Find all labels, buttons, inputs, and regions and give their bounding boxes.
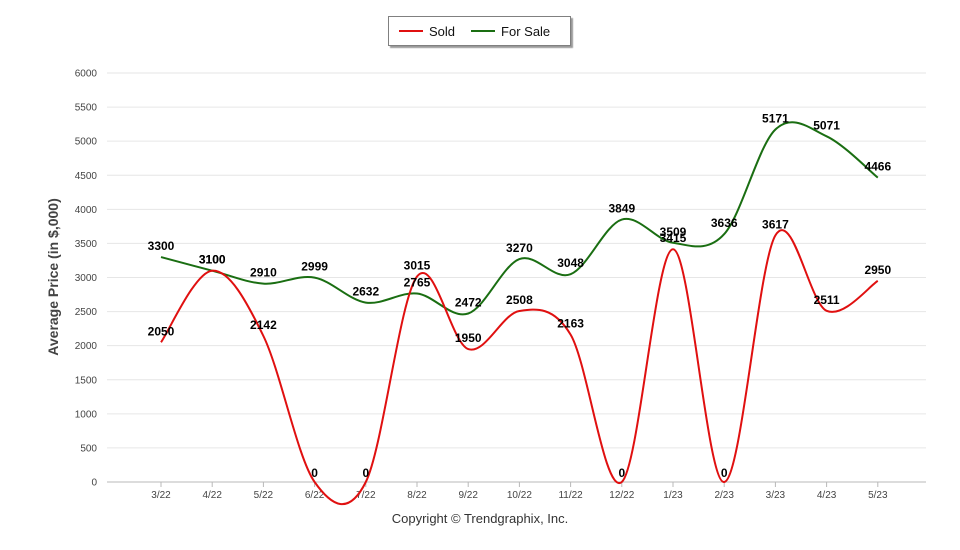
x-tick-label: 7/22 (356, 490, 376, 501)
data-label-sold: 3415 (660, 231, 687, 245)
data-label-sold: 2163 (557, 317, 584, 331)
y-axis-ticks: 0 500 1000 1500 2000 2500 3000 3500 4000 4500 5000… (75, 69, 98, 489)
x-tick-label: 1/23 (663, 490, 683, 501)
y-tick-label: 1000 (75, 409, 98, 420)
y-tick-label: 3500 (75, 239, 98, 250)
series-line-sold (160, 229, 879, 505)
data-label-sold: 1950 (455, 331, 482, 345)
series-line-for-sale (160, 121, 879, 316)
data-label-for-sale: 3849 (608, 202, 635, 216)
y-tick-label: 4000 (75, 205, 98, 216)
data-label-sold: 0 (721, 466, 728, 480)
legend-item-for-sale[interactable]: For Sale (471, 24, 550, 39)
x-tick-label: 2/23 (714, 490, 734, 501)
data-label-sold: 0 (618, 466, 625, 480)
data-labels: 2050 3100 2142 0 0 3015 1950 2508 2163 0 3415 0 3617… (148, 112, 892, 480)
data-label-sold: 2142 (250, 318, 277, 332)
data-label-for-sale: 3048 (557, 256, 584, 270)
y-tick-label: 0 (91, 478, 97, 489)
data-label-for-sale: 4466 (864, 160, 891, 174)
data-label-for-sale: 3100 (199, 253, 226, 267)
y-tick-label: 500 (80, 443, 97, 454)
x-tick-label: 4/23 (817, 490, 837, 501)
x-tick-label: 9/22 (458, 490, 478, 501)
legend-label-sold: Sold (429, 23, 456, 39)
data-label-for-sale: 2999 (301, 260, 328, 274)
x-tick-label: 6/22 (305, 490, 325, 501)
data-label-sold: 2950 (864, 263, 891, 277)
x-tick-label: 12/22 (609, 490, 634, 501)
grid-lines (107, 72, 926, 483)
data-label-for-sale: 3270 (506, 241, 533, 255)
data-label-sold: 2508 (506, 293, 533, 307)
data-label-sold: 2511 (814, 293, 840, 307)
data-label-sold: 2050 (148, 324, 175, 338)
x-axis-ticks: 3/22 4/22 5/22 6/22 7/22 8/22 9/22 10/22 11/22 12… (151, 482, 888, 501)
y-tick-label: 6000 (75, 69, 98, 80)
x-tick-label: 5/22 (254, 490, 274, 501)
data-label-for-sale: 2472 (455, 295, 482, 309)
x-tick-label: 5/23 (868, 490, 888, 501)
data-label-for-sale: 3509 (660, 225, 687, 239)
data-label-sold: 3100 (199, 253, 226, 267)
y-tick-label: 5500 (75, 103, 98, 114)
y-tick-label: 3000 (75, 273, 98, 284)
data-label-for-sale: 3300 (148, 239, 175, 253)
data-label-sold: 0 (362, 466, 369, 480)
data-label-for-sale: 2632 (352, 285, 379, 299)
data-label-for-sale: 3636 (711, 216, 738, 230)
data-label-for-sale: 5171 (762, 112, 789, 126)
data-label-for-sale: 5071 (813, 118, 840, 132)
y-tick-label: 2500 (75, 307, 98, 318)
x-tick-label: 3/22 (151, 490, 171, 501)
data-label-sold: 3617 (762, 217, 789, 231)
x-tick-label: 3/23 (766, 490, 786, 501)
x-tick-label: 11/22 (558, 490, 583, 501)
y-tick-label: 1500 (75, 375, 98, 386)
x-tick-label: 8/22 (407, 490, 427, 501)
legend-item-sold[interactable]: Sold (399, 24, 455, 39)
legend-label-for-sale: For Sale (501, 23, 551, 39)
data-label-for-sale: 2765 (404, 276, 431, 290)
data-label-sold: 0 (311, 466, 318, 480)
data-label-sold: 3015 (404, 258, 431, 272)
y-tick-label: 4500 (75, 171, 98, 182)
copyright-text: Copyright © Trendgraphix, Inc. (391, 511, 569, 526)
x-tick-label: 10/22 (507, 490, 532, 501)
y-tick-label: 2000 (75, 341, 98, 352)
data-label-for-sale: 2910 (250, 266, 277, 280)
chart-legend: Sold For Sale (388, 16, 571, 46)
x-tick-label: 4/22 (202, 490, 222, 501)
y-tick-label: 5000 (75, 137, 98, 148)
series-lines (160, 121, 879, 505)
legend-swatch-sold (399, 30, 423, 32)
legend-swatch-for-sale (471, 30, 496, 32)
y-axis-label: Average Price (in $,000) (45, 198, 61, 355)
